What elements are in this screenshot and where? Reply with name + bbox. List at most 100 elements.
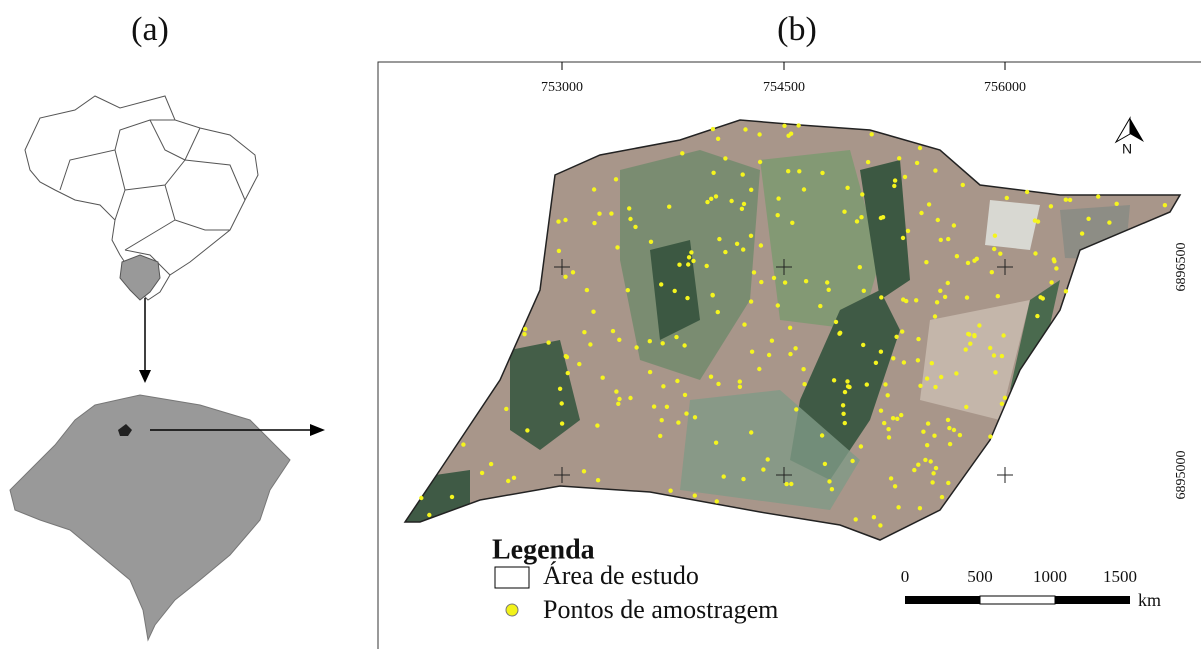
sample-point: [1001, 333, 1005, 337]
sample-point: [1163, 203, 1167, 207]
arrow-head: [310, 424, 325, 436]
sample-point: [1064, 198, 1068, 202]
sample-point: [846, 384, 850, 388]
sample-point: [802, 187, 806, 191]
sample-point: [715, 499, 719, 503]
sample-point: [1033, 251, 1037, 255]
sample-point: [926, 421, 930, 425]
north-label: N: [1122, 141, 1132, 157]
sample-point: [881, 215, 885, 219]
sample-point: [883, 382, 887, 386]
sample-point: [741, 172, 745, 176]
sample-point: [759, 243, 763, 247]
sample-point: [931, 471, 935, 475]
sample-point: [914, 298, 918, 302]
sample-point: [838, 331, 842, 335]
sample-point: [923, 458, 927, 462]
sample-point: [596, 478, 600, 482]
sample-point: [933, 168, 937, 172]
sample-point: [560, 401, 564, 405]
sample-point: [790, 221, 794, 225]
sample-point: [882, 421, 886, 425]
sample-point: [738, 385, 742, 389]
sample-point: [1052, 259, 1056, 263]
sample-point: [776, 213, 780, 217]
sample-point: [716, 382, 720, 386]
sample-point: [595, 423, 599, 427]
sample-point: [874, 361, 878, 365]
sample-point: [946, 237, 950, 241]
sample-point: [684, 411, 688, 415]
sample-point: [741, 247, 745, 251]
legend-swatch: [495, 567, 529, 588]
x-coordinate-label: 753000: [541, 80, 583, 95]
sample-point: [788, 352, 792, 356]
sample-point: [865, 382, 869, 386]
legend-swatch: [506, 604, 518, 616]
sample-point: [617, 397, 621, 401]
sample-point: [958, 433, 962, 437]
sample-point: [660, 418, 664, 422]
sample-point: [866, 160, 870, 164]
sample-point: [691, 259, 695, 263]
sample-point: [834, 320, 838, 324]
sample-point: [966, 332, 970, 336]
sample-point: [1096, 194, 1100, 198]
sample-point: [687, 255, 691, 259]
sample-point: [749, 234, 753, 238]
sample-point: [716, 310, 720, 314]
arrow-head: [139, 370, 151, 383]
sample-point: [716, 137, 720, 141]
scale-label: 0: [901, 567, 910, 586]
sample-point: [717, 237, 721, 241]
sample-point: [859, 215, 863, 219]
sample-point: [933, 385, 937, 389]
sample-point: [893, 178, 897, 182]
sample-point: [772, 276, 776, 280]
sample-point: [633, 225, 637, 229]
sample-point: [843, 390, 847, 394]
sample-point: [968, 342, 972, 346]
sample-point: [990, 270, 994, 274]
sample-point: [689, 250, 693, 254]
sample-point: [939, 375, 943, 379]
sample-point: [964, 405, 968, 409]
sample-point: [879, 350, 883, 354]
sample-point: [930, 361, 934, 365]
sample-point: [665, 405, 669, 409]
sample-point: [897, 156, 901, 160]
sample-point: [714, 194, 718, 198]
sample-point: [841, 412, 845, 416]
sample-point: [850, 459, 854, 463]
sample-point: [546, 340, 550, 344]
sample-point: [891, 416, 895, 420]
sample-point: [918, 146, 922, 150]
sample-point: [767, 353, 771, 357]
sample-point: [1038, 295, 1042, 299]
sample-point: [940, 495, 944, 499]
sample-point: [938, 289, 942, 293]
sample-point: [939, 238, 943, 242]
sample-point: [912, 468, 916, 472]
sample-point: [564, 354, 568, 358]
sample-point: [1025, 190, 1029, 194]
sample-point: [1049, 204, 1053, 208]
sample-point: [740, 207, 744, 211]
sample-point: [925, 376, 929, 380]
sample-point: [649, 240, 653, 244]
sample-point: [711, 127, 715, 131]
sample-point: [693, 493, 697, 497]
sample-point: [504, 407, 508, 411]
sample-point: [921, 430, 925, 434]
sample-point: [614, 389, 618, 393]
sample-point: [823, 462, 827, 466]
sample-point: [916, 337, 920, 341]
scale-bar: [905, 596, 1130, 604]
sample-point: [676, 420, 680, 424]
sample-point: [776, 303, 780, 307]
sample-point: [975, 257, 979, 261]
sample-point: [667, 205, 671, 209]
sample-point: [965, 295, 969, 299]
sample-point: [830, 487, 834, 491]
sample-point: [845, 186, 849, 190]
